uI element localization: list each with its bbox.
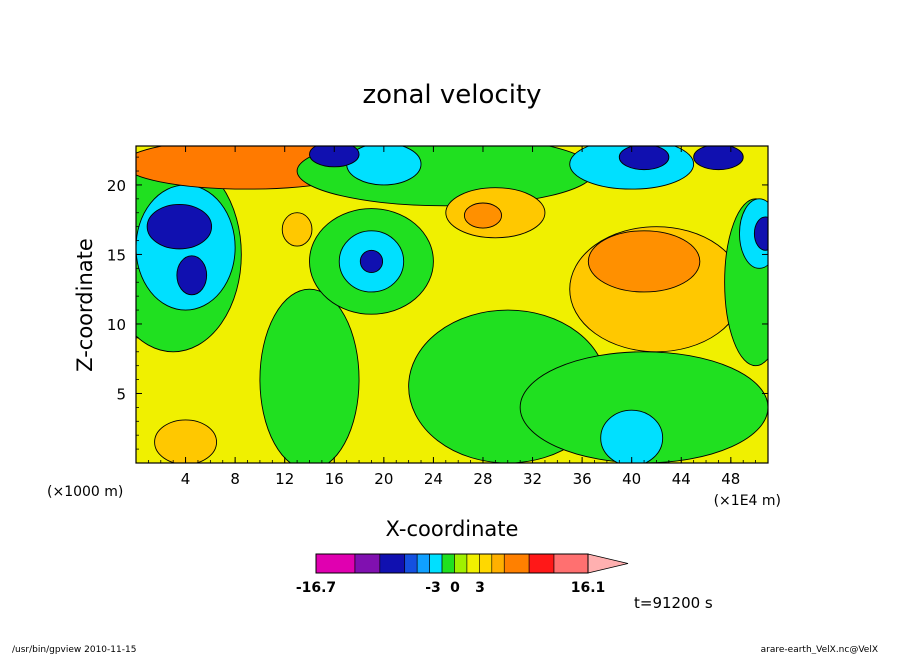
colorbar-segment	[429, 553, 443, 574]
colorbar-label-3: 3	[475, 580, 485, 596]
x-tick-label: 16	[325, 470, 344, 488]
contour-region-blue	[309, 146, 360, 168]
x-tick-label: 36	[573, 470, 592, 488]
x-tick-label: 32	[523, 470, 542, 488]
contour-region-orange-l	[281, 212, 313, 247]
x-axis-label: X-coordinate	[386, 517, 519, 541]
contour-region-blue	[176, 255, 208, 296]
colorbar	[315, 553, 629, 574]
colorbar-extension-arrow	[587, 553, 629, 574]
x-tick-label: 20	[374, 470, 393, 488]
time-annotation: t=91200 s	[634, 594, 713, 612]
colorbar-segment	[354, 553, 381, 574]
colorbar-max-label: 16.1	[571, 580, 606, 596]
x-tick-label: 24	[424, 470, 443, 488]
plot-area	[136, 146, 768, 463]
y-tick-label: 15	[107, 246, 126, 264]
colorbar-segment	[479, 553, 493, 574]
colorbar-segment	[466, 553, 480, 574]
x-tick-label: 44	[672, 470, 691, 488]
contour-region-blue	[693, 146, 744, 171]
colorbar-label-0: 0	[450, 580, 460, 596]
x-tick-label: 40	[622, 470, 641, 488]
footer-right: arare-earth_VelX.nc@VelX	[761, 645, 878, 654]
contour-region-blue	[146, 203, 213, 250]
x-unit-right: (×1E4 m)	[714, 493, 781, 509]
x-tick-label: 8	[230, 470, 240, 488]
y-axis-label: Z-coordinate	[73, 238, 97, 372]
x-unit-left: (×1000 m)	[47, 484, 123, 500]
chart-title: zonal velocity	[362, 80, 541, 110]
colorbar-segment	[404, 553, 418, 574]
contour-region-orange-d	[587, 230, 701, 293]
plot-frame	[135, 145, 769, 464]
colorbar-segment	[528, 553, 555, 574]
contour-region-orange-d	[463, 202, 503, 229]
colorbar-segment	[491, 553, 505, 574]
colorbar-segment	[315, 553, 356, 574]
x-tick-label: 12	[275, 470, 294, 488]
colorbar-segment	[441, 553, 455, 574]
contour-region-blue	[753, 216, 768, 251]
x-tick-label: 48	[721, 470, 740, 488]
colorbar-segment	[503, 553, 530, 574]
contour-region-blue	[359, 249, 384, 273]
x-tick-label: 28	[473, 470, 492, 488]
colorbar-segment	[379, 553, 406, 574]
contour-region-cyan	[600, 409, 664, 463]
colorbar-segment	[454, 553, 468, 574]
footer-left: /usr/bin/gpview 2010-11-15	[12, 645, 136, 654]
colorbar-frame	[315, 553, 589, 574]
colorbar-label-neg3: -3	[425, 580, 441, 596]
colorbar-segment	[553, 553, 589, 574]
contour-region-orange-l	[154, 419, 217, 463]
y-tick-label: 10	[107, 316, 126, 334]
colorbar-segment	[416, 553, 430, 574]
contour-region-cyan	[739, 198, 768, 269]
x-tick-label: 4	[181, 470, 191, 488]
contour-region-blue	[618, 146, 670, 171]
colorbar-min-label: -16.7	[296, 580, 336, 596]
y-tick-label: 20	[107, 177, 126, 195]
contour-region-green	[259, 288, 360, 463]
y-tick-label: 5	[116, 385, 126, 403]
